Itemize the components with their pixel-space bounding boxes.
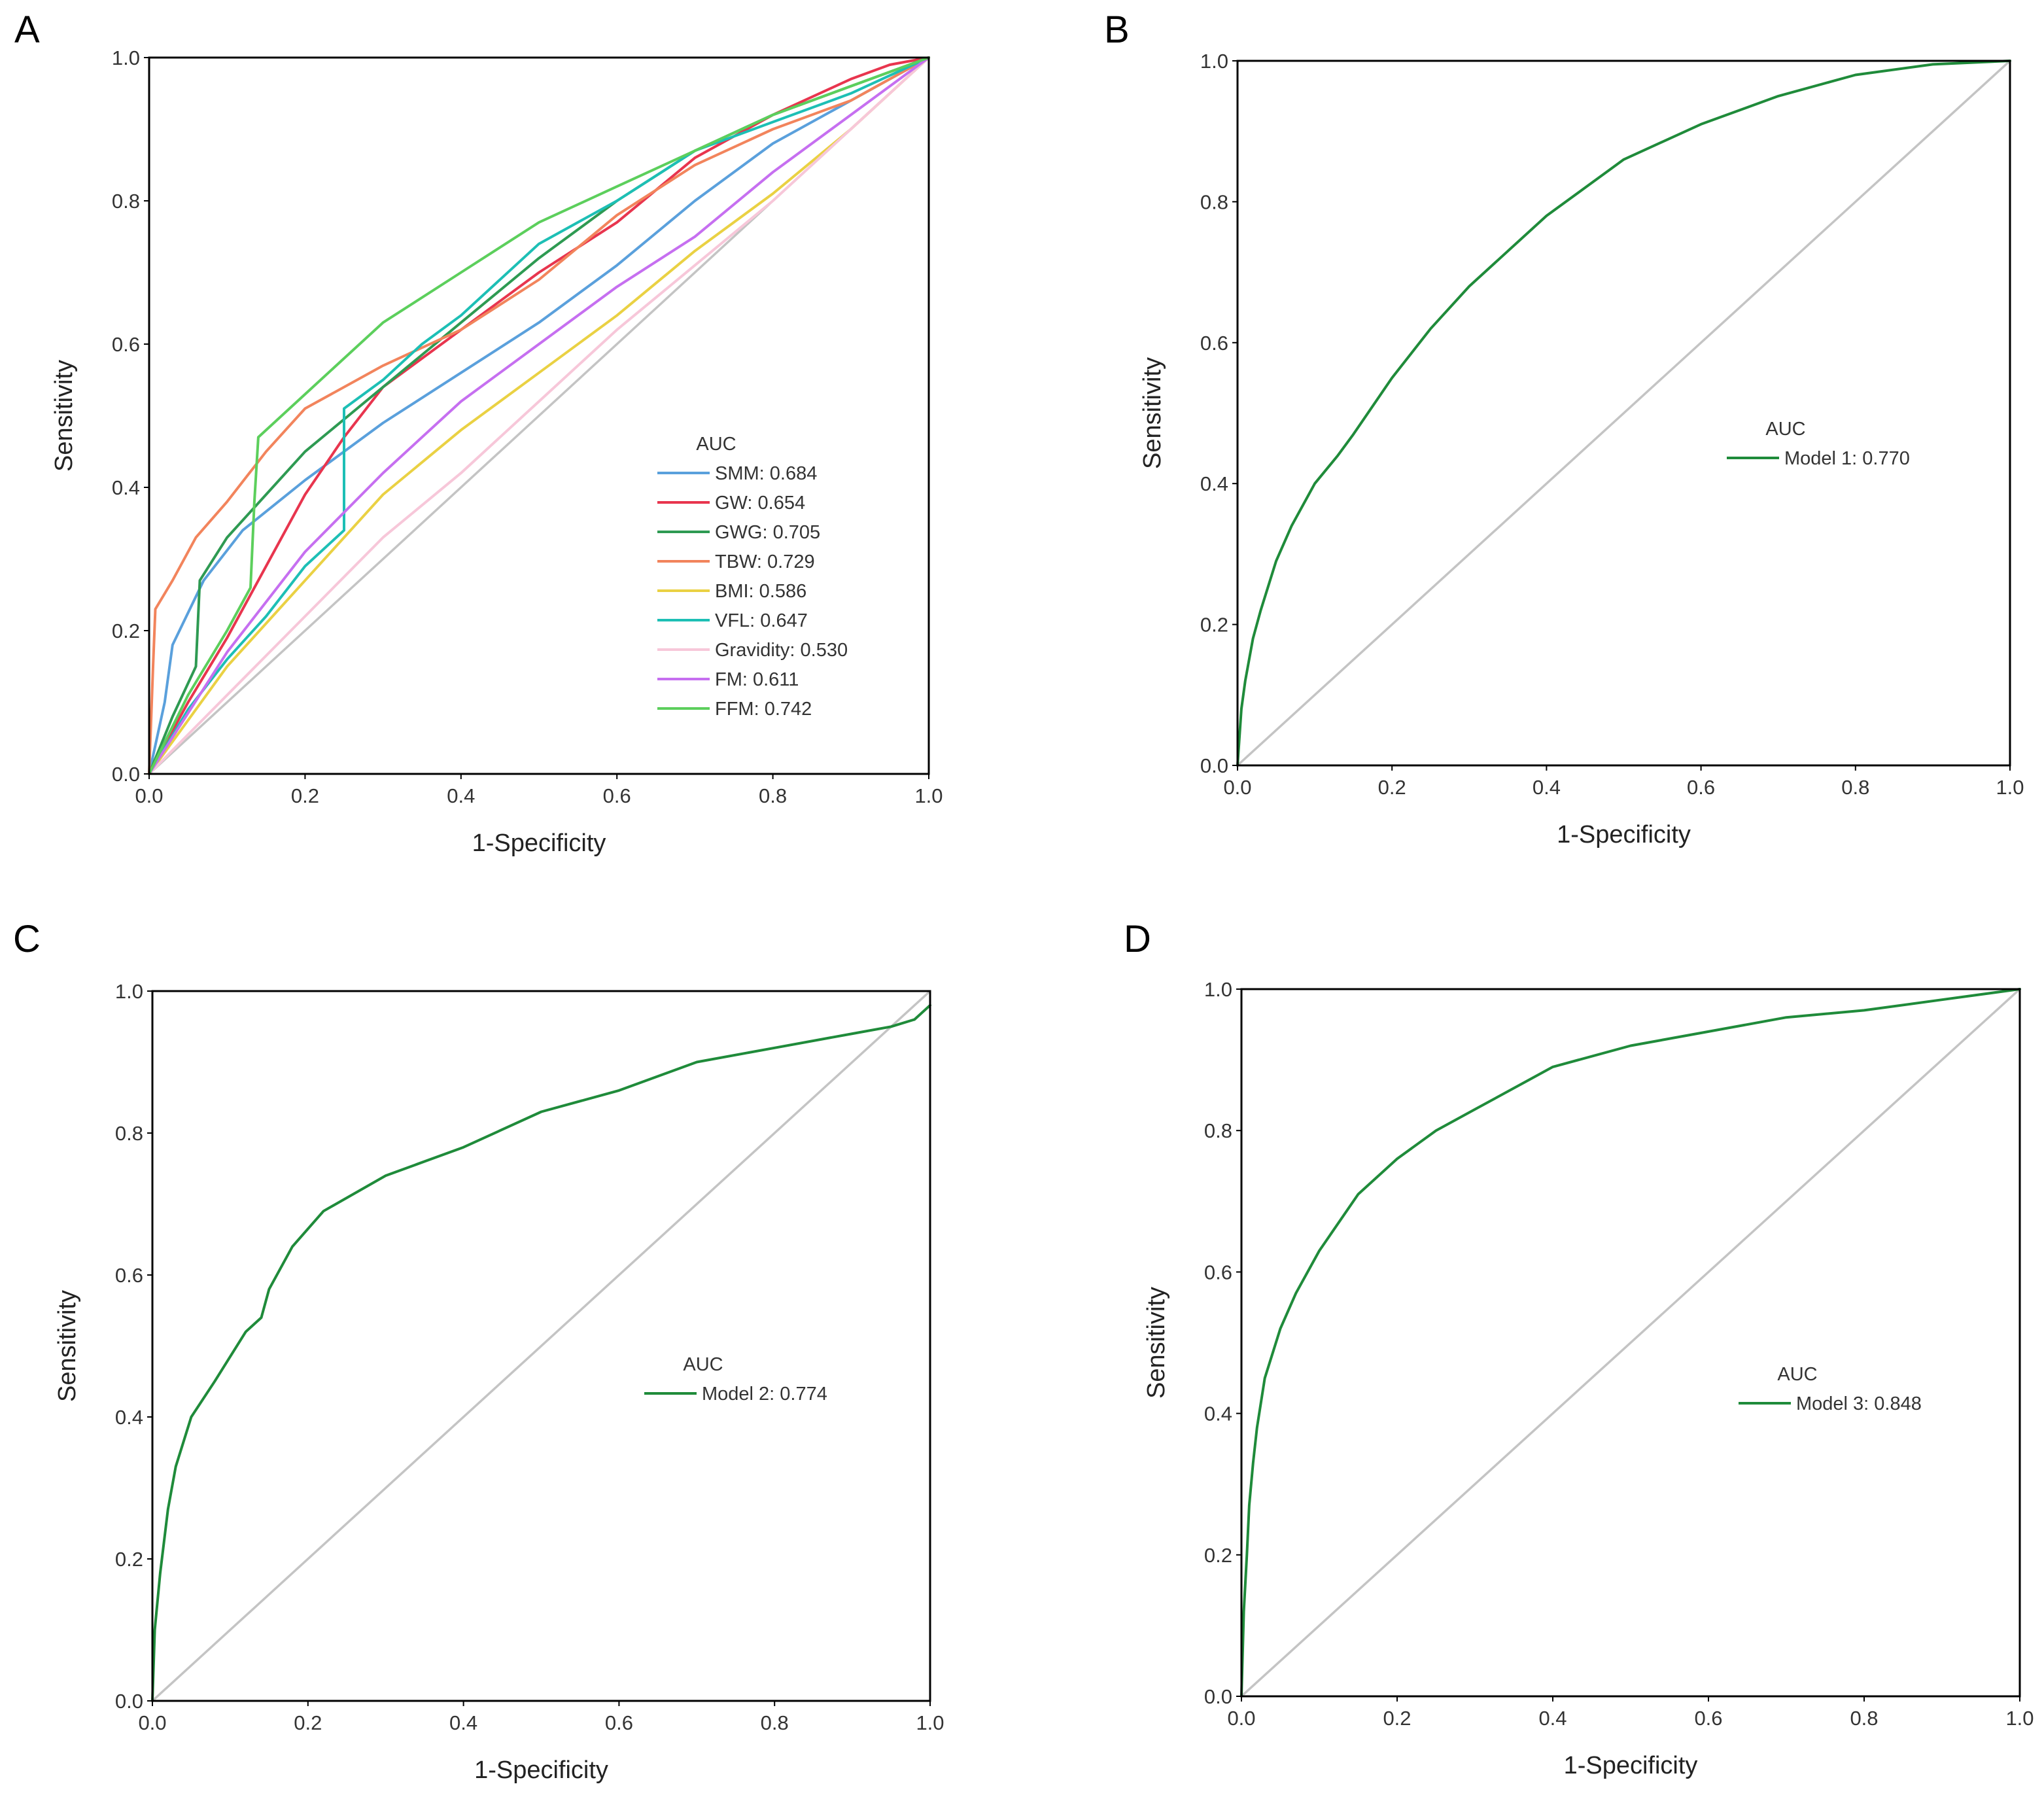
legend-entry: VFL: 0.647 xyxy=(715,610,808,631)
y-tick-label: 0.8 xyxy=(115,1122,143,1145)
legend-entry: Gravidity: 0.530 xyxy=(715,640,848,661)
legend-entry: FFM: 0.742 xyxy=(715,699,812,720)
y-tick-label: 0.6 xyxy=(1200,332,1228,355)
x-tick-label: 0.8 xyxy=(759,784,787,807)
legend-title: AUC xyxy=(696,434,736,455)
panel-b-roc-chart: 0.0 0.2 0.4 0.6 0.8 1.0 0.0 0.2 0.4 0.6 0.8 1.0 1-Sp… xyxy=(1139,50,2024,848)
x-tick-label: 1.0 xyxy=(2005,1707,2034,1730)
x-tick-label: 0.8 xyxy=(761,1711,789,1734)
y-tick-label: 0.4 xyxy=(1204,1403,1232,1425)
y-tick-label: 1.0 xyxy=(1204,978,1232,1001)
panel-label-b: B xyxy=(1104,9,1130,51)
x-tick-label: 0.2 xyxy=(291,784,319,807)
x-tick-label: 0.4 xyxy=(1533,776,1561,799)
roc-curve-model-2 xyxy=(151,1004,931,1702)
legend-entry: Model 3: 0.848 xyxy=(1796,1393,1922,1414)
roc-curve-ffm xyxy=(148,56,930,775)
legend-title: AUC xyxy=(1777,1364,1817,1385)
x-tick-label: 0.4 xyxy=(449,1711,477,1734)
roc-curve-smm xyxy=(148,56,930,775)
x-axis-label: 1-Specificity xyxy=(1557,821,1691,848)
roc-curve-fm xyxy=(148,56,930,775)
reference-diagonal-line xyxy=(1240,988,2021,1698)
panel-d-roc-chart: 0.0 0.2 0.4 0.6 0.8 1.0 0.0 0.2 0.4 0.6 0.8 1.0 1-Sp… xyxy=(1143,978,2034,1779)
x-tick-label: 0.0 xyxy=(138,1711,166,1734)
legend-entry: GW: 0.654 xyxy=(715,493,805,514)
y-tick-label: 0.2 xyxy=(1204,1544,1232,1567)
y-axis-label: Sensitivity xyxy=(1139,357,1166,469)
roc-curve-gravidity xyxy=(148,56,930,775)
roc-curve-tbw xyxy=(148,56,930,775)
y-tick-label: 0.8 xyxy=(1200,190,1228,213)
x-tick-label: 0.8 xyxy=(1841,776,1869,799)
legend-entry: Model 1: 0.770 xyxy=(1784,448,1910,469)
x-tick-label: 1.0 xyxy=(1996,776,2024,799)
x-axis-label: 1-Specificity xyxy=(474,1756,608,1784)
plot-frame xyxy=(1236,60,2011,767)
y-tick-label: 0.4 xyxy=(112,476,140,499)
legend-entry: SMM: 0.684 xyxy=(715,463,817,484)
x-tick-label: 0.0 xyxy=(1227,1707,1255,1730)
y-tick-label: 0.0 xyxy=(115,1690,143,1713)
legend-entry: GWG: 0.705 xyxy=(715,522,820,543)
x-tick-label: 0.4 xyxy=(1538,1707,1567,1730)
plot-frame xyxy=(1240,988,2021,1698)
x-axis-label: 1-Specificity xyxy=(472,830,606,857)
roc-curve-vfl xyxy=(148,56,930,775)
y-tick-label: 0.8 xyxy=(1204,1119,1232,1142)
x-tick-label: 0.6 xyxy=(1694,1707,1722,1730)
y-axis-label: Sensitivity xyxy=(50,360,78,472)
reference-diagonal-line xyxy=(151,990,931,1702)
plot-frame xyxy=(148,56,930,775)
roc-curve-model-1 xyxy=(1236,60,2011,767)
x-axis-label: 1-Specificity xyxy=(1564,1752,1698,1779)
panel-label-a: A xyxy=(14,9,40,51)
legend-entry: TBW: 0.729 xyxy=(715,551,815,572)
roc-curve-model-3 xyxy=(1240,988,2021,1698)
x-tick-label: 0.0 xyxy=(135,784,163,807)
x-tick-label: 0.2 xyxy=(1383,1707,1411,1730)
x-tick-label: 0.6 xyxy=(603,784,631,807)
y-tick-label: 1.0 xyxy=(112,46,140,69)
x-tick-label: 0.6 xyxy=(605,1711,633,1734)
y-tick-label: 0.2 xyxy=(112,620,140,642)
y-tick-label: 1.0 xyxy=(1200,50,1228,73)
panel-a-roc-chart: 0.0 0.2 0.4 0.6 0.8 1.0 0.0 0.2 0.4 0.6 0.8 1.0 1-Sp… xyxy=(50,46,943,857)
y-tick-label: 0.2 xyxy=(115,1548,143,1571)
x-tick-label: 0.0 xyxy=(1223,776,1251,799)
y-tick-label: 0.6 xyxy=(112,333,140,356)
y-tick-label: 1.0 xyxy=(115,980,143,1003)
y-axis-label: Sensitivity xyxy=(54,1290,81,1402)
x-tick-label: 0.2 xyxy=(1378,776,1406,799)
y-tick-label: 0.6 xyxy=(1204,1261,1232,1284)
y-axis-label: Sensitivity xyxy=(1143,1287,1170,1399)
y-tick-label: 0.0 xyxy=(112,763,140,786)
y-tick-label: 0.6 xyxy=(115,1264,143,1287)
y-tick-label: 0.0 xyxy=(1204,1685,1232,1708)
x-tick-label: 1.0 xyxy=(914,784,943,807)
legend-entry: FM: 0.611 xyxy=(715,669,799,690)
x-tick-label: 1.0 xyxy=(916,1711,944,1734)
panel-c-roc-chart: 0.0 0.2 0.4 0.6 0.8 1.0 0.0 0.2 0.4 0.6 0.8 1.0 1-Sp… xyxy=(54,980,944,1784)
legend-title: AUC xyxy=(1765,419,1805,440)
x-tick-label: 0.4 xyxy=(447,784,475,807)
panel-label-d: D xyxy=(1124,918,1151,960)
y-tick-label: 0.4 xyxy=(115,1406,143,1429)
x-tick-label: 0.2 xyxy=(294,1711,322,1734)
panel-label-c: C xyxy=(13,918,41,960)
y-tick-label: 0.2 xyxy=(1200,614,1228,637)
reference-diagonal-line xyxy=(1236,60,2011,767)
y-tick-label: 0.8 xyxy=(112,190,140,213)
x-tick-label: 0.6 xyxy=(1687,776,1715,799)
legend-entry: BMI: 0.586 xyxy=(715,581,806,602)
x-tick-label: 0.8 xyxy=(1850,1707,1878,1730)
legend-entry: Model 2: 0.774 xyxy=(702,1384,827,1405)
legend-title: AUC xyxy=(683,1354,723,1375)
y-tick-label: 0.4 xyxy=(1200,472,1228,495)
plot-frame xyxy=(151,990,931,1702)
y-tick-label: 0.0 xyxy=(1200,754,1228,777)
roc-curve-bmi xyxy=(148,56,930,775)
